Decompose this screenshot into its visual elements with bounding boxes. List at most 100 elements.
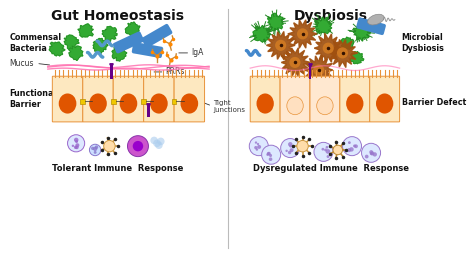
Polygon shape (69, 46, 83, 61)
Text: Gut Homeostasis: Gut Homeostasis (52, 9, 184, 23)
Circle shape (75, 146, 79, 149)
Bar (141, 99, 146, 104)
FancyBboxPatch shape (113, 76, 144, 122)
FancyBboxPatch shape (250, 76, 280, 122)
Polygon shape (314, 33, 343, 62)
Circle shape (91, 147, 94, 150)
Circle shape (290, 148, 293, 152)
Circle shape (155, 141, 163, 149)
Bar (81, 99, 85, 104)
FancyBboxPatch shape (113, 31, 144, 54)
Bar (172, 99, 176, 104)
Polygon shape (268, 13, 283, 31)
FancyBboxPatch shape (174, 76, 205, 122)
Text: Mucus: Mucus (9, 59, 34, 68)
Ellipse shape (119, 93, 137, 114)
Bar (147, 105, 150, 117)
Circle shape (257, 143, 259, 145)
Circle shape (369, 150, 373, 154)
Circle shape (254, 146, 257, 149)
Bar (110, 65, 113, 78)
Circle shape (365, 155, 369, 159)
Polygon shape (102, 26, 117, 42)
Circle shape (94, 151, 97, 154)
Text: Dysregulated Immune  Response: Dysregulated Immune Response (253, 164, 409, 173)
FancyBboxPatch shape (83, 76, 113, 122)
Text: Dysbiosis: Dysbiosis (293, 9, 368, 23)
Circle shape (362, 143, 381, 162)
Polygon shape (49, 42, 65, 56)
Circle shape (354, 144, 358, 148)
Circle shape (266, 153, 269, 156)
Circle shape (313, 64, 324, 76)
Circle shape (289, 145, 292, 148)
Polygon shape (112, 45, 127, 61)
Polygon shape (315, 17, 332, 34)
Circle shape (314, 142, 333, 161)
Text: Barrier Defect: Barrier Defect (401, 98, 466, 107)
Circle shape (327, 155, 329, 158)
Circle shape (326, 149, 330, 154)
FancyBboxPatch shape (132, 42, 163, 58)
FancyBboxPatch shape (280, 76, 310, 122)
Circle shape (269, 154, 272, 157)
Circle shape (74, 146, 77, 149)
Circle shape (255, 148, 258, 151)
Ellipse shape (181, 93, 198, 114)
Ellipse shape (317, 97, 333, 115)
Bar (111, 99, 116, 104)
FancyBboxPatch shape (52, 76, 83, 122)
Circle shape (285, 150, 288, 152)
Circle shape (370, 152, 373, 155)
Circle shape (75, 143, 79, 147)
Circle shape (370, 151, 374, 155)
Circle shape (333, 145, 343, 155)
Bar (309, 65, 311, 78)
Text: Tolerant Immune  Response: Tolerant Immune Response (52, 164, 183, 173)
Circle shape (348, 141, 351, 144)
Circle shape (337, 47, 348, 59)
Circle shape (150, 137, 158, 144)
Circle shape (281, 139, 300, 157)
Circle shape (289, 57, 301, 68)
Ellipse shape (59, 93, 76, 114)
Circle shape (133, 141, 143, 151)
Ellipse shape (346, 93, 364, 114)
Circle shape (349, 147, 354, 152)
Circle shape (269, 157, 273, 161)
Circle shape (153, 140, 161, 147)
Polygon shape (253, 25, 270, 42)
Circle shape (74, 138, 79, 142)
Circle shape (353, 145, 356, 147)
Polygon shape (288, 20, 317, 48)
Circle shape (68, 135, 85, 152)
Circle shape (75, 140, 78, 143)
Circle shape (297, 140, 308, 152)
Circle shape (343, 137, 362, 156)
FancyBboxPatch shape (142, 24, 173, 48)
Text: Tight
Junctions: Tight Junctions (213, 99, 245, 113)
Ellipse shape (368, 14, 384, 25)
Circle shape (262, 145, 281, 164)
Circle shape (255, 141, 257, 144)
Circle shape (267, 152, 271, 155)
Polygon shape (266, 32, 295, 60)
Ellipse shape (376, 93, 393, 114)
Polygon shape (304, 55, 333, 85)
Polygon shape (350, 51, 364, 64)
FancyBboxPatch shape (356, 17, 386, 35)
Circle shape (373, 152, 377, 157)
Polygon shape (64, 35, 79, 49)
Ellipse shape (89, 93, 107, 114)
Circle shape (257, 145, 261, 149)
Polygon shape (93, 38, 108, 54)
Circle shape (324, 149, 327, 152)
Polygon shape (353, 23, 370, 41)
Ellipse shape (150, 93, 168, 114)
Text: Commensal
Bacteria: Commensal Bacteria (9, 33, 62, 53)
FancyBboxPatch shape (144, 76, 174, 122)
Ellipse shape (287, 97, 303, 115)
Circle shape (157, 138, 164, 145)
FancyBboxPatch shape (340, 76, 370, 122)
Polygon shape (341, 37, 354, 50)
